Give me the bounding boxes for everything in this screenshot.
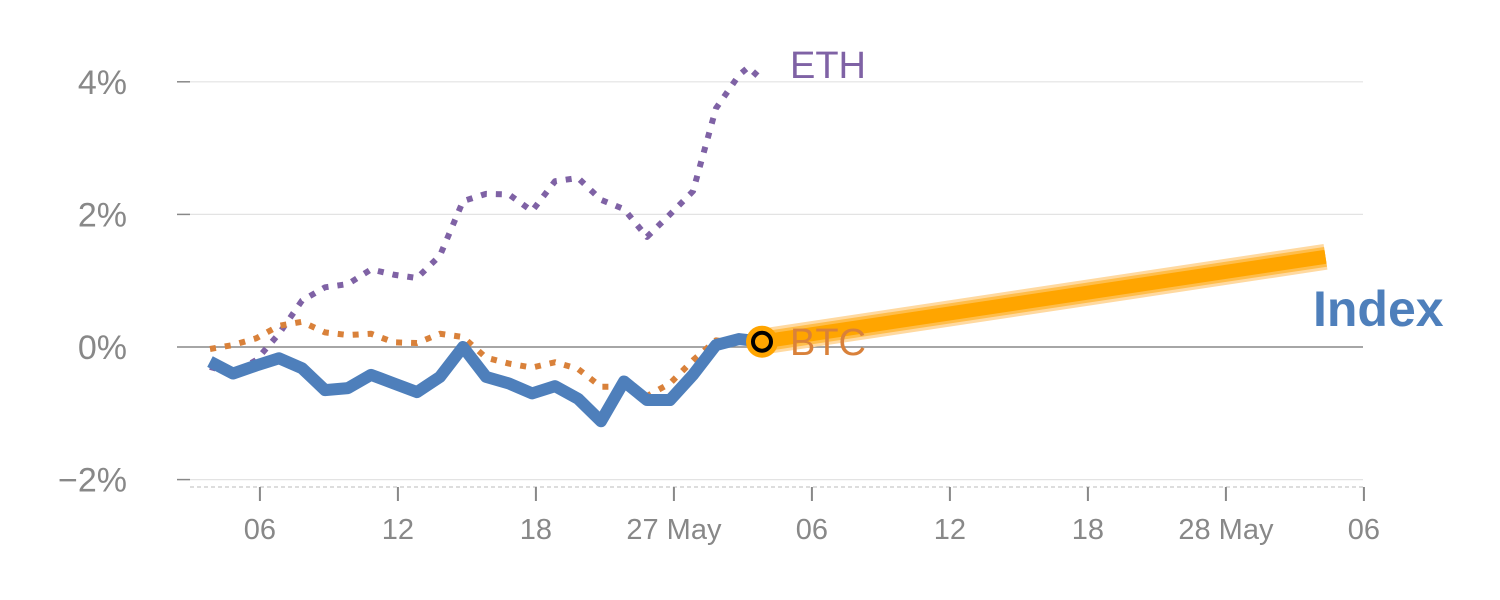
series-line-eth (209, 64, 765, 377)
series-label-index: Index (1313, 281, 1444, 337)
x-tick-label: 06 (1348, 514, 1380, 546)
series-label-btc: BTC (790, 322, 866, 364)
y-tick-label: 0% (78, 329, 127, 367)
x-tick-label: 12 (934, 514, 966, 546)
x-tick-label: 18 (520, 514, 552, 546)
x-tick-label: 28 May (1178, 514, 1274, 546)
series-line-index-forecast (760, 249, 1327, 349)
y-tick-label: 2% (78, 196, 127, 234)
x-tick-label: 06 (244, 514, 276, 546)
series-label-eth: ETH (790, 45, 866, 87)
series-line-index (207, 333, 763, 428)
x-tick-label: 18 (1072, 514, 1104, 546)
x-tick-label: 12 (382, 514, 414, 546)
x-tick-label: 27 May (626, 514, 722, 546)
y-tick-label: −2% (58, 462, 127, 500)
series-line-btc (209, 318, 740, 400)
last-point-marker-inner (751, 330, 773, 353)
y-tick-label: 4% (78, 64, 127, 102)
x-tick-label: 06 (796, 514, 828, 546)
